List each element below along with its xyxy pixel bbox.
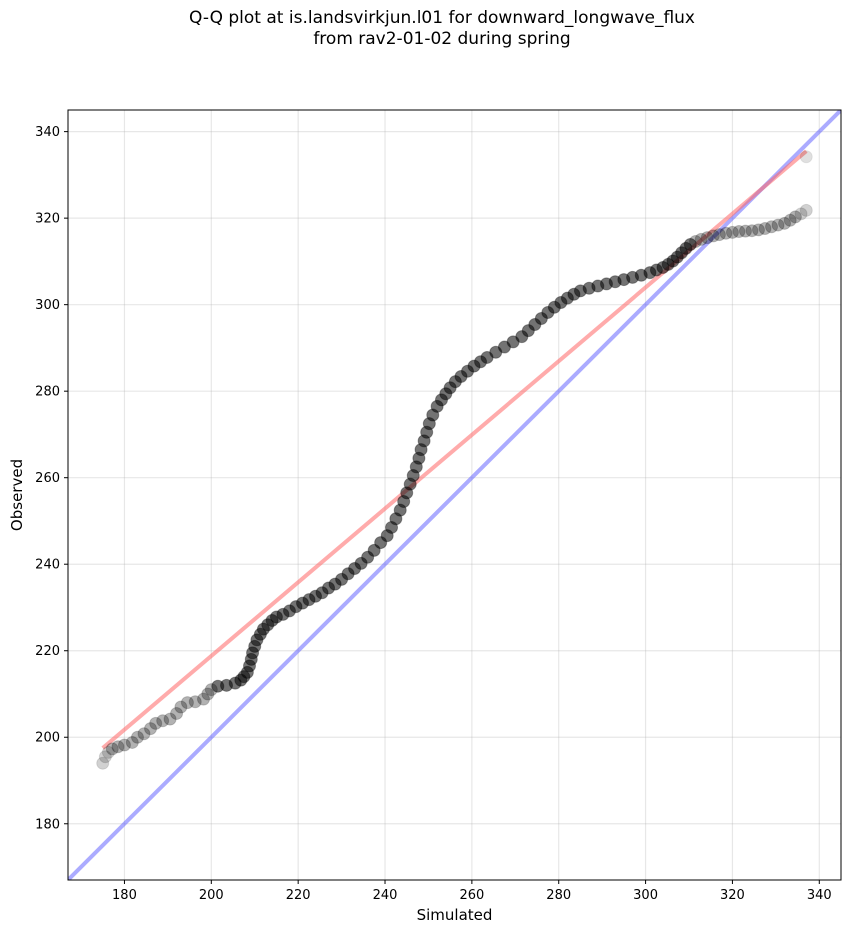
data-point bbox=[778, 216, 792, 230]
data-point bbox=[170, 706, 184, 720]
y-tick-label: 300 bbox=[35, 298, 60, 313]
points-layer bbox=[96, 150, 813, 770]
y-axis-label: Observed bbox=[8, 459, 26, 531]
data-point bbox=[201, 687, 215, 701]
data-point bbox=[105, 742, 119, 756]
data-point bbox=[765, 220, 779, 234]
data-point bbox=[771, 218, 785, 232]
data-point bbox=[144, 722, 158, 736]
data-point bbox=[799, 203, 813, 217]
data-point bbox=[794, 207, 808, 221]
data-point bbox=[738, 224, 752, 238]
x-tick-label: 240 bbox=[373, 888, 398, 903]
data-point bbox=[719, 226, 733, 240]
x-tick-label: 280 bbox=[546, 888, 571, 903]
data-point bbox=[96, 756, 110, 770]
data-point bbox=[745, 224, 759, 238]
x-tick-label: 320 bbox=[720, 888, 745, 903]
y-tick-label: 200 bbox=[35, 731, 60, 746]
data-point bbox=[732, 225, 746, 239]
y-tick-label: 220 bbox=[35, 644, 60, 659]
y-tick-label: 180 bbox=[35, 817, 60, 832]
x-tick-label: 200 bbox=[199, 888, 224, 903]
data-point bbox=[117, 738, 131, 752]
y-tick-label: 340 bbox=[35, 125, 60, 140]
data-point bbox=[758, 222, 772, 236]
data-point bbox=[706, 229, 720, 243]
data-point bbox=[180, 696, 194, 710]
axis-ticks: 180 200 220 240 260 280 300 320 340 180 200 220 240 2… bbox=[35, 125, 832, 903]
lines-layer bbox=[68, 110, 841, 880]
data-point bbox=[712, 228, 726, 242]
data-point bbox=[683, 238, 697, 252]
data-point bbox=[111, 740, 125, 754]
x-tick-label: 180 bbox=[112, 888, 137, 903]
data-point bbox=[783, 213, 797, 227]
plot-frame bbox=[67, 109, 842, 881]
y-tick-label: 280 bbox=[35, 385, 60, 400]
x-tick-label: 220 bbox=[286, 888, 311, 903]
data-point bbox=[101, 745, 115, 759]
data-point bbox=[694, 232, 708, 246]
data-point bbox=[700, 231, 714, 245]
data-point bbox=[751, 223, 765, 237]
data-point bbox=[799, 150, 813, 164]
grid bbox=[68, 110, 841, 880]
data-point bbox=[156, 714, 170, 728]
reference-line bbox=[68, 110, 841, 880]
data-point bbox=[725, 225, 739, 239]
data-point bbox=[188, 695, 202, 709]
chart-subtitle: from rav2-01-02 during spring bbox=[313, 29, 571, 49]
data-point bbox=[196, 692, 210, 706]
data-point bbox=[689, 235, 703, 249]
data-point bbox=[137, 727, 151, 741]
data-point bbox=[163, 712, 177, 726]
x-tick-label: 260 bbox=[459, 888, 484, 903]
data-point bbox=[149, 716, 163, 730]
y-tick-label: 240 bbox=[35, 558, 60, 573]
x-axis-label: Simulated bbox=[417, 906, 493, 924]
data-point bbox=[130, 730, 144, 744]
data-point bbox=[98, 750, 112, 764]
x-tick-label: 340 bbox=[807, 888, 832, 903]
chart-title: Q-Q plot at is.landsvirkjun.l01 for down… bbox=[189, 8, 695, 28]
y-tick-label: 260 bbox=[35, 471, 60, 486]
y-tick-label: 320 bbox=[35, 212, 60, 227]
chart-title-block: Q-Q plot at is.landsvirkjun.l01 for down… bbox=[0, 8, 851, 50]
data-point bbox=[174, 700, 188, 714]
data-point bbox=[788, 210, 802, 224]
data-point bbox=[125, 735, 139, 749]
x-tick-label: 300 bbox=[633, 888, 658, 903]
